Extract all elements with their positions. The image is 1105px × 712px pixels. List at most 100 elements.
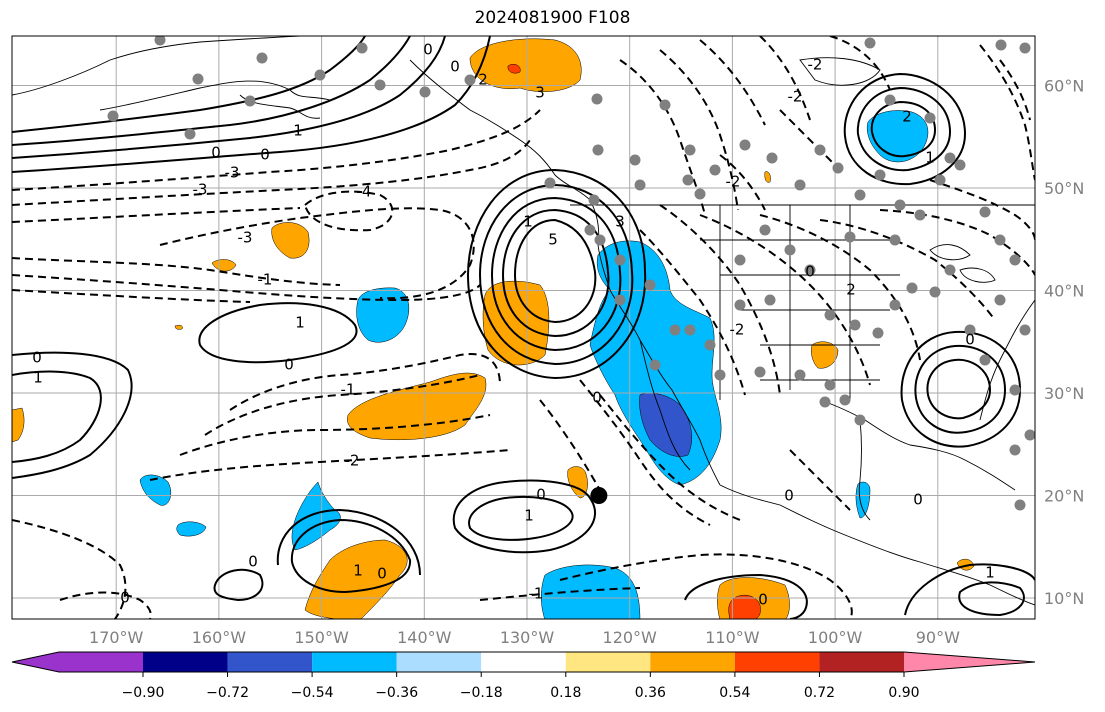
- latitude-tick-label: 10°N: [1044, 589, 1084, 608]
- contour-dashed: [759, 36, 811, 121]
- colorbar-outline: [11, 651, 1036, 673]
- contour-label: 0: [913, 491, 923, 509]
- contour-dashed: [12, 519, 127, 619]
- station-dot: [714, 369, 726, 381]
- contour-dashed: [759, 214, 921, 361]
- station-dot: [614, 294, 626, 306]
- contour-solid: [12, 36, 446, 159]
- coastline-segment: [819, 399, 1016, 491]
- contour-label: 3: [535, 84, 545, 102]
- station-dot: [929, 286, 941, 298]
- contour-solid: [12, 36, 491, 173]
- shaded-region: [174, 324, 183, 330]
- station-dot: [1009, 384, 1021, 396]
- contour-solid: [513, 218, 597, 324]
- longitude-tick-label: 110°W: [705, 628, 760, 647]
- coastline-segment: [700, 239, 900, 381]
- contour-solid: [213, 568, 264, 602]
- station-dot: [924, 112, 936, 124]
- contour-label: 1: [33, 369, 43, 387]
- colorbar-band: [59, 652, 143, 672]
- contour-solid: [958, 581, 1025, 617]
- colorbar-extend-low: [12, 652, 59, 672]
- latitude-tick-label: 20°N: [1044, 487, 1084, 506]
- station-dot: [684, 144, 696, 156]
- contour-label: 0: [120, 589, 130, 607]
- station-dot: [614, 254, 626, 266]
- contour-dashed: [204, 374, 481, 436]
- station-dot: [784, 244, 796, 256]
- center-marker: [590, 487, 608, 504]
- longitude-tick-label: 120°W: [603, 628, 658, 647]
- station-dot: [884, 94, 896, 106]
- contour-dashed: [779, 109, 841, 171]
- contour-label: -2: [730, 321, 745, 339]
- longitude-tick-label: 140°W: [397, 628, 452, 647]
- colorbar-tick-label: 0.36: [635, 685, 666, 701]
- contour-dashed: [879, 209, 1035, 276]
- contour-solid: [926, 358, 992, 420]
- contour-solid: [466, 168, 647, 380]
- contour-label: 0: [536, 486, 546, 504]
- contour-dashed: [159, 207, 475, 300]
- contour-dashed: [659, 204, 781, 396]
- station-dot: [979, 354, 991, 366]
- station-dot: [849, 319, 861, 331]
- contour-label: -4: [357, 183, 372, 201]
- station-dot: [979, 206, 991, 218]
- station-dot: [1019, 324, 1031, 336]
- colorbar-tick-label: 0.54: [719, 685, 750, 701]
- contour-label: 3: [615, 213, 625, 231]
- shaded-region: [356, 287, 410, 343]
- contour-label: -1: [341, 381, 356, 399]
- colorbar-tick-label: −0.18: [460, 685, 503, 701]
- longitude-tick-label: 170°W: [89, 628, 144, 647]
- station-dot: [839, 394, 851, 406]
- shaded-region: [855, 481, 871, 519]
- colorbar-band: [312, 652, 397, 672]
- contour-dashed: [979, 44, 1035, 181]
- station-dot: [944, 152, 956, 164]
- contour-label: 2: [846, 281, 856, 299]
- contour-dashed: [819, 219, 996, 321]
- station-dot: [794, 179, 806, 191]
- contour-dashed: [12, 109, 541, 191]
- station-dot: [464, 74, 476, 86]
- contour-dashed: [579, 379, 711, 526]
- station-dot: [906, 282, 918, 294]
- latitude-tick-label: 30°N: [1044, 384, 1084, 403]
- colorbar-extend-high: [904, 652, 1035, 672]
- station-dot: [764, 294, 776, 306]
- shaded-region: [811, 341, 839, 369]
- station-dot: [934, 174, 946, 186]
- coastline-segment: [979, 299, 1035, 421]
- contour-label: 2: [478, 71, 488, 89]
- colorbar-band: [734, 652, 820, 672]
- shaded-region: [304, 539, 408, 619]
- coastline-segment: [858, 419, 871, 521]
- map-title: 2024081900 F108: [474, 8, 631, 28]
- contour-dashed: [699, 214, 871, 386]
- contour-solid: [290, 518, 412, 594]
- contour-dashed: [12, 274, 481, 302]
- station-dot: [864, 37, 876, 49]
- contour-label: 0: [211, 144, 221, 162]
- colorbar-band: [396, 652, 482, 672]
- longitude-tick-label: 150°W: [294, 628, 349, 647]
- colorbar-tick-label: −0.54: [291, 685, 334, 701]
- station-dot: [629, 154, 641, 166]
- contour-solid: [904, 563, 1035, 616]
- station-dot: [1014, 499, 1026, 511]
- map-frame: [11, 35, 1036, 620]
- colorbar-tick-label: −0.72: [206, 685, 249, 701]
- contour-solid: [490, 196, 622, 352]
- contour-solid: [900, 330, 1022, 448]
- contour-label: 1: [523, 213, 533, 231]
- station-dot: [944, 264, 956, 276]
- contour-solid: [468, 495, 574, 541]
- contour-label: 0: [377, 565, 387, 583]
- contour-label: -2: [788, 88, 803, 106]
- contour-label: 0: [260, 146, 270, 164]
- longitude-labels: 170°W 160°W 150°W 140°W 130°W 120°W 110°W 100°W…: [89, 628, 960, 647]
- contour-solid: [870, 100, 937, 158]
